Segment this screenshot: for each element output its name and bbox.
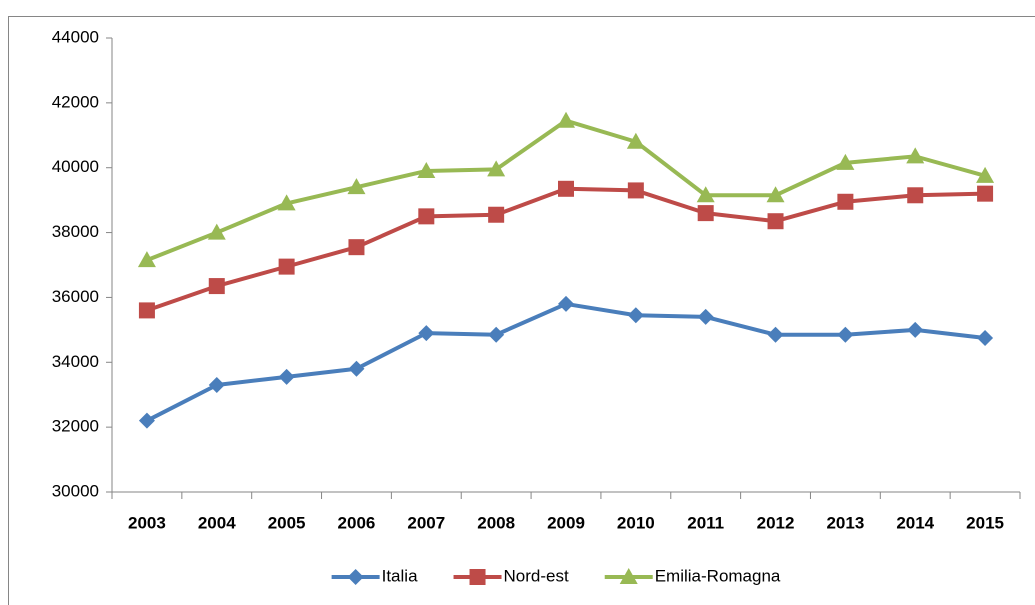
marker (418, 208, 435, 225)
marker (487, 160, 506, 177)
legend: Italia Nord-est Emilia-Romagna (331, 566, 781, 585)
marker (278, 368, 295, 385)
legend-item: Italia (331, 566, 418, 585)
marker (626, 132, 645, 149)
marker (836, 153, 855, 170)
legend-item: Emilia-Romagna (604, 566, 781, 585)
marker (558, 180, 574, 197)
x-tick-label: 2015 (966, 513, 1004, 532)
marker (837, 326, 854, 343)
marker (137, 251, 156, 268)
marker (557, 111, 575, 128)
marker (488, 326, 505, 343)
x-tick-label: 2008 (477, 513, 515, 532)
marker (418, 325, 435, 342)
legend-label: Italia (382, 566, 418, 585)
x-tick-label: 2013 (826, 513, 864, 532)
marker (558, 295, 574, 312)
legend-marker (619, 568, 638, 584)
series-line (146, 301, 986, 423)
marker (976, 166, 995, 183)
x-tick-label: 2010 (617, 513, 655, 532)
y-tick-label: 44000 (52, 27, 99, 46)
marker (697, 308, 714, 325)
marker (138, 302, 155, 319)
marker (278, 258, 295, 275)
marker (907, 321, 924, 338)
y-tick-label: 40000 (52, 157, 99, 176)
x-tick-label: 2007 (407, 513, 445, 532)
marker (627, 182, 644, 199)
marker (348, 239, 365, 256)
legend-marker (347, 569, 364, 585)
marker (627, 307, 644, 324)
marker (347, 178, 366, 195)
marker (767, 326, 784, 343)
marker (208, 376, 225, 393)
x-tick-label: 2012 (757, 513, 795, 532)
y-tick-label: 38000 (52, 222, 99, 241)
legend-marker (469, 569, 486, 585)
marker (977, 329, 994, 346)
marker (207, 223, 226, 240)
marker (766, 186, 785, 203)
marker (907, 187, 924, 204)
marker (837, 193, 854, 210)
x-tick-label: 2014 (896, 513, 934, 532)
x-tick-label: 2003 (128, 513, 166, 532)
x-tick-label: 2004 (198, 513, 236, 532)
y-tick-label: 30000 (52, 481, 99, 500)
x-tick-label: 2006 (338, 513, 376, 532)
marker (906, 147, 925, 164)
marker (348, 360, 365, 377)
legend-label: Emilia-Romagna (655, 566, 781, 585)
marker (208, 278, 225, 295)
marker (697, 205, 714, 222)
y-tick-label: 32000 (52, 417, 99, 436)
marker (138, 412, 155, 429)
marker (417, 161, 436, 178)
marker (696, 186, 715, 203)
y-tick-label: 34000 (52, 352, 99, 371)
x-tick-label: 2005 (268, 513, 306, 532)
legend-item: Nord-est (453, 566, 569, 585)
y-tick-label: 36000 (52, 287, 99, 306)
marker (767, 213, 784, 230)
x-tick-label: 2009 (547, 513, 585, 532)
x-tick-label: 2011 (687, 513, 724, 532)
marker (977, 185, 994, 202)
marker (488, 206, 505, 223)
marker (277, 194, 296, 211)
chart-border (8, 16, 1035, 605)
series-line (146, 186, 986, 313)
legend-label: Nord-est (504, 566, 569, 585)
y-tick-label: 42000 (52, 92, 99, 111)
